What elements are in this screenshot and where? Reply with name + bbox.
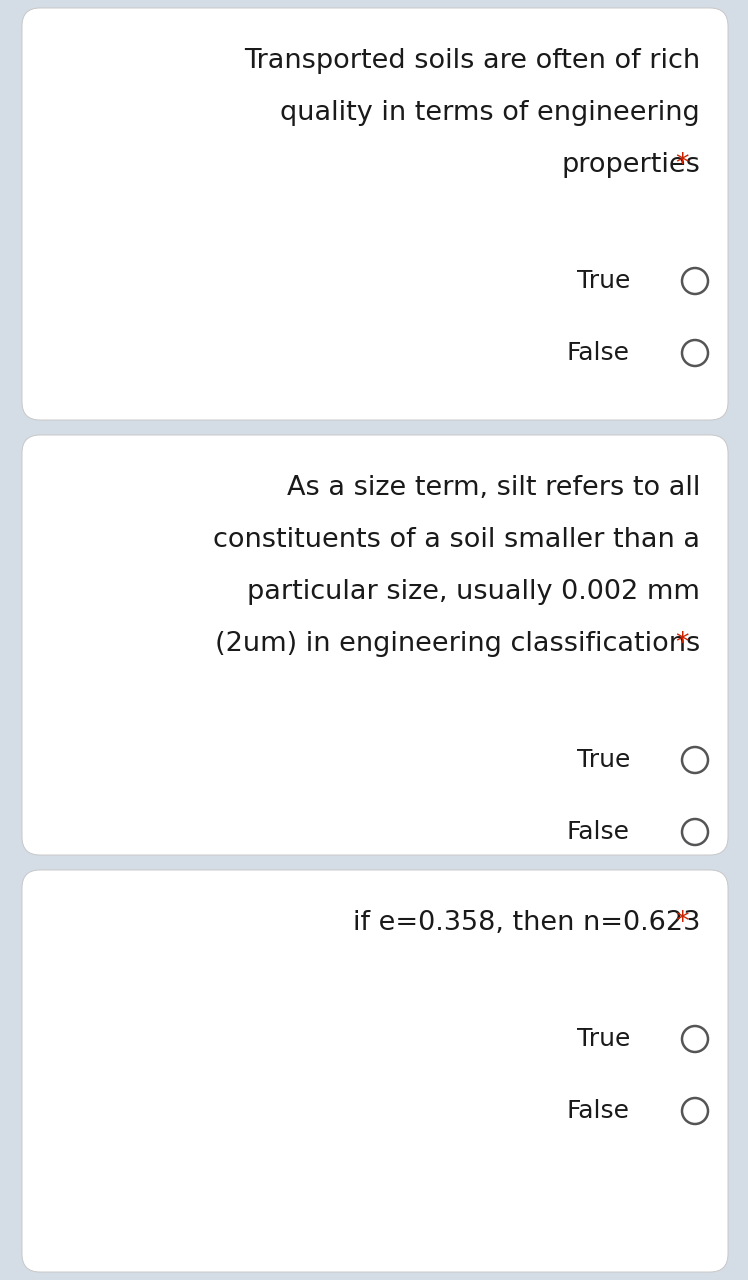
Text: False: False [567, 1100, 630, 1123]
Text: True: True [577, 748, 630, 772]
Text: As a size term, silt refers to all: As a size term, silt refers to all [286, 475, 700, 500]
FancyBboxPatch shape [22, 8, 728, 420]
Text: properties: properties [561, 152, 700, 178]
Text: if e=0.358, then n=0.623: if e=0.358, then n=0.623 [352, 910, 700, 936]
Text: *: * [676, 631, 698, 657]
Text: *: * [676, 910, 698, 936]
Circle shape [682, 1098, 708, 1124]
Circle shape [682, 268, 708, 294]
Text: particular size, usually 0.002 mm: particular size, usually 0.002 mm [247, 579, 700, 605]
Text: False: False [567, 340, 630, 365]
Circle shape [682, 748, 708, 773]
Circle shape [682, 340, 708, 366]
Text: constituents of a soil smaller than a: constituents of a soil smaller than a [213, 527, 700, 553]
Circle shape [682, 1027, 708, 1052]
Text: Transported soils are often of rich: Transported soils are often of rich [244, 47, 700, 74]
FancyBboxPatch shape [22, 435, 728, 855]
Text: True: True [577, 1027, 630, 1051]
Circle shape [682, 819, 708, 845]
Text: (2um) in engineering classifications: (2um) in engineering classifications [215, 631, 700, 657]
Text: quality in terms of engineering: quality in terms of engineering [280, 100, 700, 125]
FancyBboxPatch shape [22, 870, 728, 1272]
Text: False: False [567, 820, 630, 844]
Text: *: * [676, 152, 698, 178]
Text: True: True [577, 269, 630, 293]
